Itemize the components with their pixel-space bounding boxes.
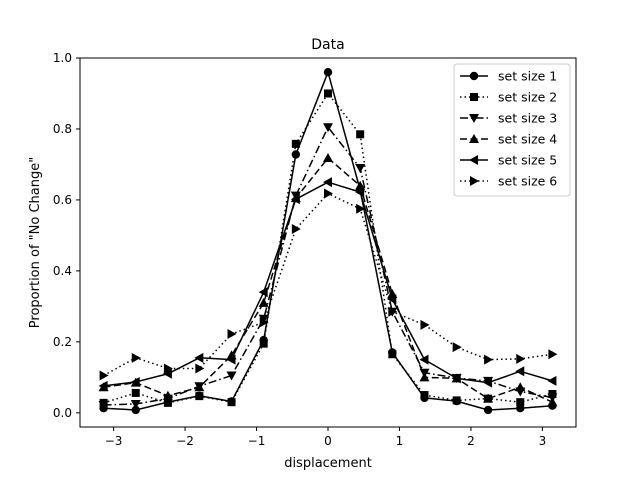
data-point <box>130 399 141 409</box>
data-point <box>355 180 366 190</box>
data-point <box>194 382 205 392</box>
data-point <box>131 388 140 397</box>
data-point <box>291 139 300 148</box>
data-point <box>131 405 140 415</box>
legend-label: set size 5 <box>498 153 557 168</box>
data-point <box>515 366 525 377</box>
data-point <box>291 224 301 235</box>
x-tick-label: 1 <box>396 434 404 448</box>
data-point <box>323 67 333 77</box>
y-axis: 0.0 0.2 0.4 0.6 0.8 1.0 <box>53 51 80 420</box>
y-axis-label: Proportion of "No Change" <box>28 157 43 328</box>
legend-label: set size 3 <box>498 111 557 126</box>
legend-item: set size 6 <box>460 174 557 189</box>
data-point <box>419 354 429 365</box>
data-point <box>324 89 332 98</box>
legend-item: set size 4 <box>460 132 557 147</box>
data-point <box>483 393 494 403</box>
data-point <box>195 392 204 401</box>
data-point <box>420 391 429 400</box>
data-point <box>483 377 493 388</box>
data-point <box>195 363 205 374</box>
y-tick-label: 0.8 <box>53 122 72 136</box>
x-tick-label: −1 <box>248 434 266 448</box>
data-point <box>484 354 494 365</box>
x-axis: −3 −2 −1 0 1 2 3 <box>105 427 546 448</box>
legend-item: set size 1 <box>460 69 557 84</box>
data-point <box>547 397 558 407</box>
legend-label: set size 1 <box>498 69 557 84</box>
legend-marker <box>469 71 479 81</box>
data-point <box>258 287 268 298</box>
legend-label: set size 4 <box>498 132 557 147</box>
data-point <box>323 153 333 163</box>
data-point <box>99 370 109 381</box>
data-point <box>226 354 236 365</box>
data-point <box>355 187 365 198</box>
data-point <box>356 203 366 214</box>
legend-item: set size 5 <box>460 153 557 168</box>
data-point <box>131 352 141 363</box>
data-point <box>259 339 268 348</box>
legend: set size 1 set size 2 set size 3 set size 4… <box>453 63 571 197</box>
y-tick-label: 0.6 <box>53 193 72 207</box>
legend-label: set size 2 <box>498 90 557 105</box>
legend-marker <box>469 114 479 123</box>
data-point <box>98 380 108 391</box>
data-point <box>483 405 493 415</box>
data-point <box>323 123 333 133</box>
y-tick-label: 1.0 <box>53 51 72 65</box>
data-point <box>452 396 461 405</box>
data-point <box>227 329 237 340</box>
data-point <box>130 376 140 387</box>
data-point <box>452 342 462 353</box>
legend-marker <box>470 93 478 101</box>
x-axis-label: displacement <box>284 456 372 471</box>
data-point <box>515 382 526 392</box>
data-point <box>162 390 173 400</box>
data-point <box>259 317 269 328</box>
x-tick-label: 0 <box>324 434 332 448</box>
data-point <box>226 371 237 381</box>
legend-marker <box>469 155 478 165</box>
chart-title: Data <box>311 37 344 53</box>
data-point <box>516 353 526 364</box>
data-point <box>194 352 204 363</box>
series-6 <box>99 188 558 381</box>
data-point <box>387 294 397 305</box>
data-point <box>227 398 236 407</box>
legend-label: set size 6 <box>498 174 557 189</box>
data-point <box>258 297 269 307</box>
data-point <box>451 373 461 384</box>
data-point <box>419 372 430 382</box>
x-tick-label: −2 <box>176 434 194 448</box>
data-point <box>388 350 397 359</box>
data-point <box>355 163 366 173</box>
y-tick-label: 0.2 <box>53 335 72 349</box>
x-tick-label: −3 <box>105 434 123 448</box>
legend-item: set size 2 <box>460 90 557 105</box>
data-point <box>163 363 173 374</box>
legend-item: set size 3 <box>460 111 557 126</box>
data-point <box>547 375 557 386</box>
y-tick-label: 0.4 <box>53 264 72 278</box>
data-point <box>290 194 300 205</box>
data-point <box>420 319 430 330</box>
data-point <box>388 306 398 317</box>
data-point <box>356 130 365 139</box>
x-tick-label: 3 <box>539 434 547 448</box>
legend-marker <box>469 134 479 143</box>
data-point <box>548 349 558 360</box>
data-point <box>516 398 525 407</box>
data-point <box>98 401 109 411</box>
y-tick-label: 0.0 <box>53 406 72 420</box>
data-point <box>162 368 172 379</box>
data-layer <box>98 67 558 415</box>
data-point <box>324 188 333 199</box>
x-tick-label: 2 <box>467 434 475 448</box>
data-point <box>323 177 332 188</box>
legend-marker <box>470 176 479 186</box>
